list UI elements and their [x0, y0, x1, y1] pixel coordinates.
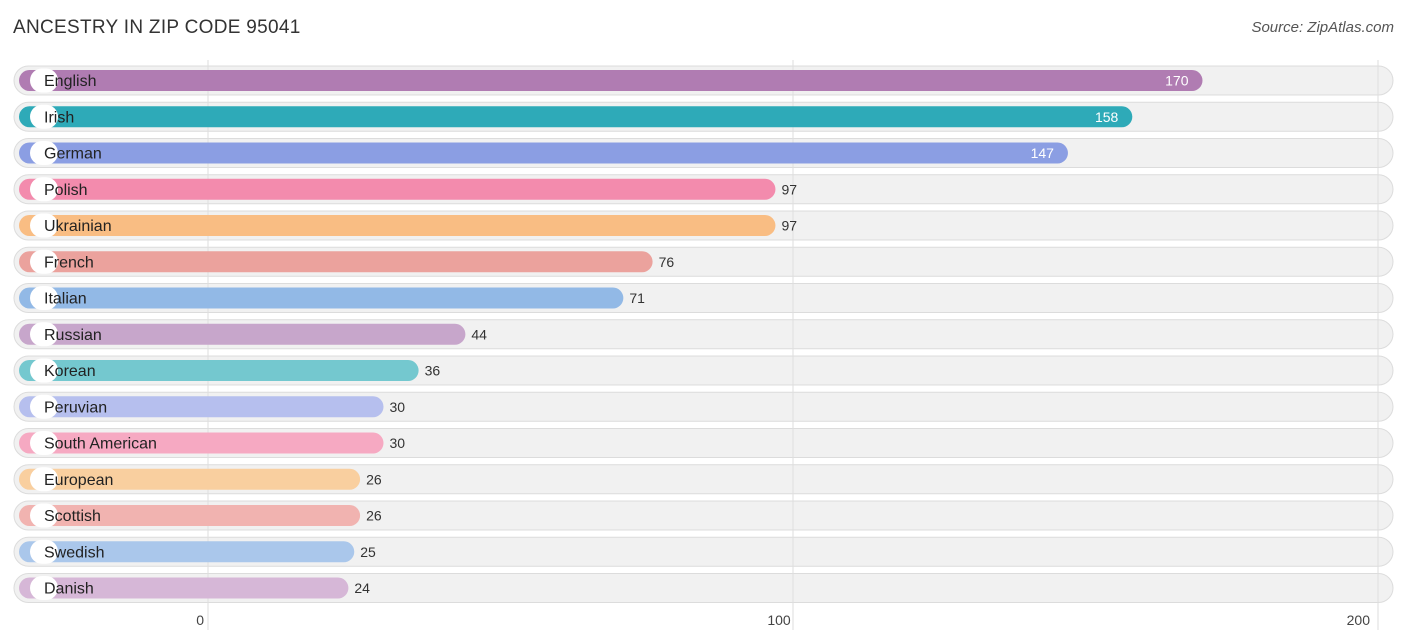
value-label: 25 — [360, 544, 376, 560]
bar[interactable] — [19, 287, 624, 309]
bar[interactable] — [19, 432, 384, 454]
bar-label: Polish — [44, 182, 88, 199]
bar[interactable] — [19, 541, 355, 563]
bar-label-pill — [30, 68, 58, 93]
bar-label-pill — [30, 358, 58, 383]
bar-group[interactable]: Italian 71 — [19, 286, 645, 310]
bar-label: Irish — [44, 109, 74, 126]
bar[interactable] — [19, 468, 361, 490]
bar-group[interactable]: Ukrainian 97 — [19, 213, 797, 238]
value-label: 30 — [390, 399, 406, 415]
x-tick-label: 100 — [767, 612, 791, 628]
bar[interactable] — [19, 505, 361, 526]
bar-label-pill — [30, 431, 58, 455]
value-label: 30 — [390, 435, 406, 451]
bar-group[interactable]: German 147 — [19, 141, 1068, 165]
bar-label: Danish — [44, 581, 94, 598]
bar-label-pill — [30, 286, 58, 310]
bar[interactable] — [19, 142, 1068, 164]
value-label: 26 — [366, 508, 382, 524]
bar-label: Swedish — [44, 544, 104, 561]
x-tick-label: 0 — [196, 612, 204, 628]
value-label: 44 — [471, 326, 487, 342]
value-label: 26 — [366, 471, 382, 487]
bar-label: Ukrainian — [44, 218, 112, 235]
value-label: 158 — [1095, 109, 1119, 125]
bar-group[interactable]: Korean 36 — [19, 358, 441, 383]
bar-label-pill — [30, 539, 58, 564]
bar-group[interactable]: Polish 97 — [19, 177, 797, 202]
bar-group[interactable]: Danish 24 — [19, 576, 370, 600]
value-label: 76 — [659, 254, 675, 270]
row-background — [13, 536, 1394, 567]
bar-label: Korean — [44, 363, 96, 380]
source-label: Source: ZipAtlas.com — [1251, 19, 1394, 36]
bar-label: Scottish — [44, 508, 101, 525]
bar-label-pill — [30, 503, 58, 528]
bar-label-pill — [30, 394, 58, 419]
bar-group[interactable]: Swedish 25 — [19, 539, 376, 564]
bar-group[interactable]: French 76 — [19, 249, 675, 274]
value-label: 71 — [629, 290, 645, 306]
bar[interactable] — [19, 215, 776, 236]
bar[interactable] — [19, 178, 776, 200]
bar-label-pill — [30, 104, 58, 129]
bar[interactable] — [19, 360, 419, 381]
bar-label: South American — [44, 436, 157, 453]
bar[interactable] — [19, 323, 466, 345]
bar-group[interactable]: Irish 158 — [19, 104, 1133, 129]
value-label: 24 — [354, 580, 370, 596]
bar-label-pill — [30, 249, 58, 274]
row-background — [13, 573, 1394, 603]
bar[interactable] — [19, 577, 349, 599]
bar-group[interactable]: Peruvian 30 — [19, 394, 406, 419]
bar-label-pill — [30, 177, 58, 202]
bar[interactable] — [19, 70, 1203, 91]
bar[interactable] — [19, 106, 1133, 128]
bar-label: Italian — [44, 291, 87, 308]
bar-label-pill — [30, 322, 58, 347]
bar-label: French — [44, 254, 94, 271]
value-label: 36 — [425, 363, 441, 379]
bar-group[interactable]: English 170 — [19, 68, 1203, 93]
value-label: 97 — [781, 218, 797, 234]
row-background — [13, 500, 1394, 531]
bar-label: Russian — [44, 327, 102, 344]
bar-label: Peruvian — [44, 399, 107, 416]
bar-label-pill — [30, 576, 58, 600]
bar-group[interactable]: European 26 — [19, 467, 382, 492]
bar-group[interactable]: South American 30 — [19, 431, 405, 455]
bar-label-pill — [30, 213, 58, 238]
row-background — [13, 464, 1394, 495]
value-label: 97 — [781, 181, 797, 197]
chart-title: ANCESTRY IN ZIP CODE 95041 — [13, 17, 301, 38]
x-axis: 0 100 200 — [196, 612, 1370, 628]
x-tick-label: 200 — [1347, 612, 1371, 628]
bar-label-pill — [30, 467, 58, 492]
bar[interactable] — [19, 251, 653, 273]
value-label: 147 — [1031, 145, 1055, 161]
bar-group[interactable]: Scottish 26 — [19, 503, 382, 528]
bar-label: German — [44, 146, 102, 163]
bar-label: English — [44, 73, 96, 90]
value-label: 170 — [1165, 73, 1189, 89]
bar[interactable] — [19, 396, 384, 418]
bar-group[interactable]: Russian 44 — [19, 322, 487, 347]
bar-label-pill — [30, 141, 58, 165]
bar-label: European — [44, 472, 113, 489]
